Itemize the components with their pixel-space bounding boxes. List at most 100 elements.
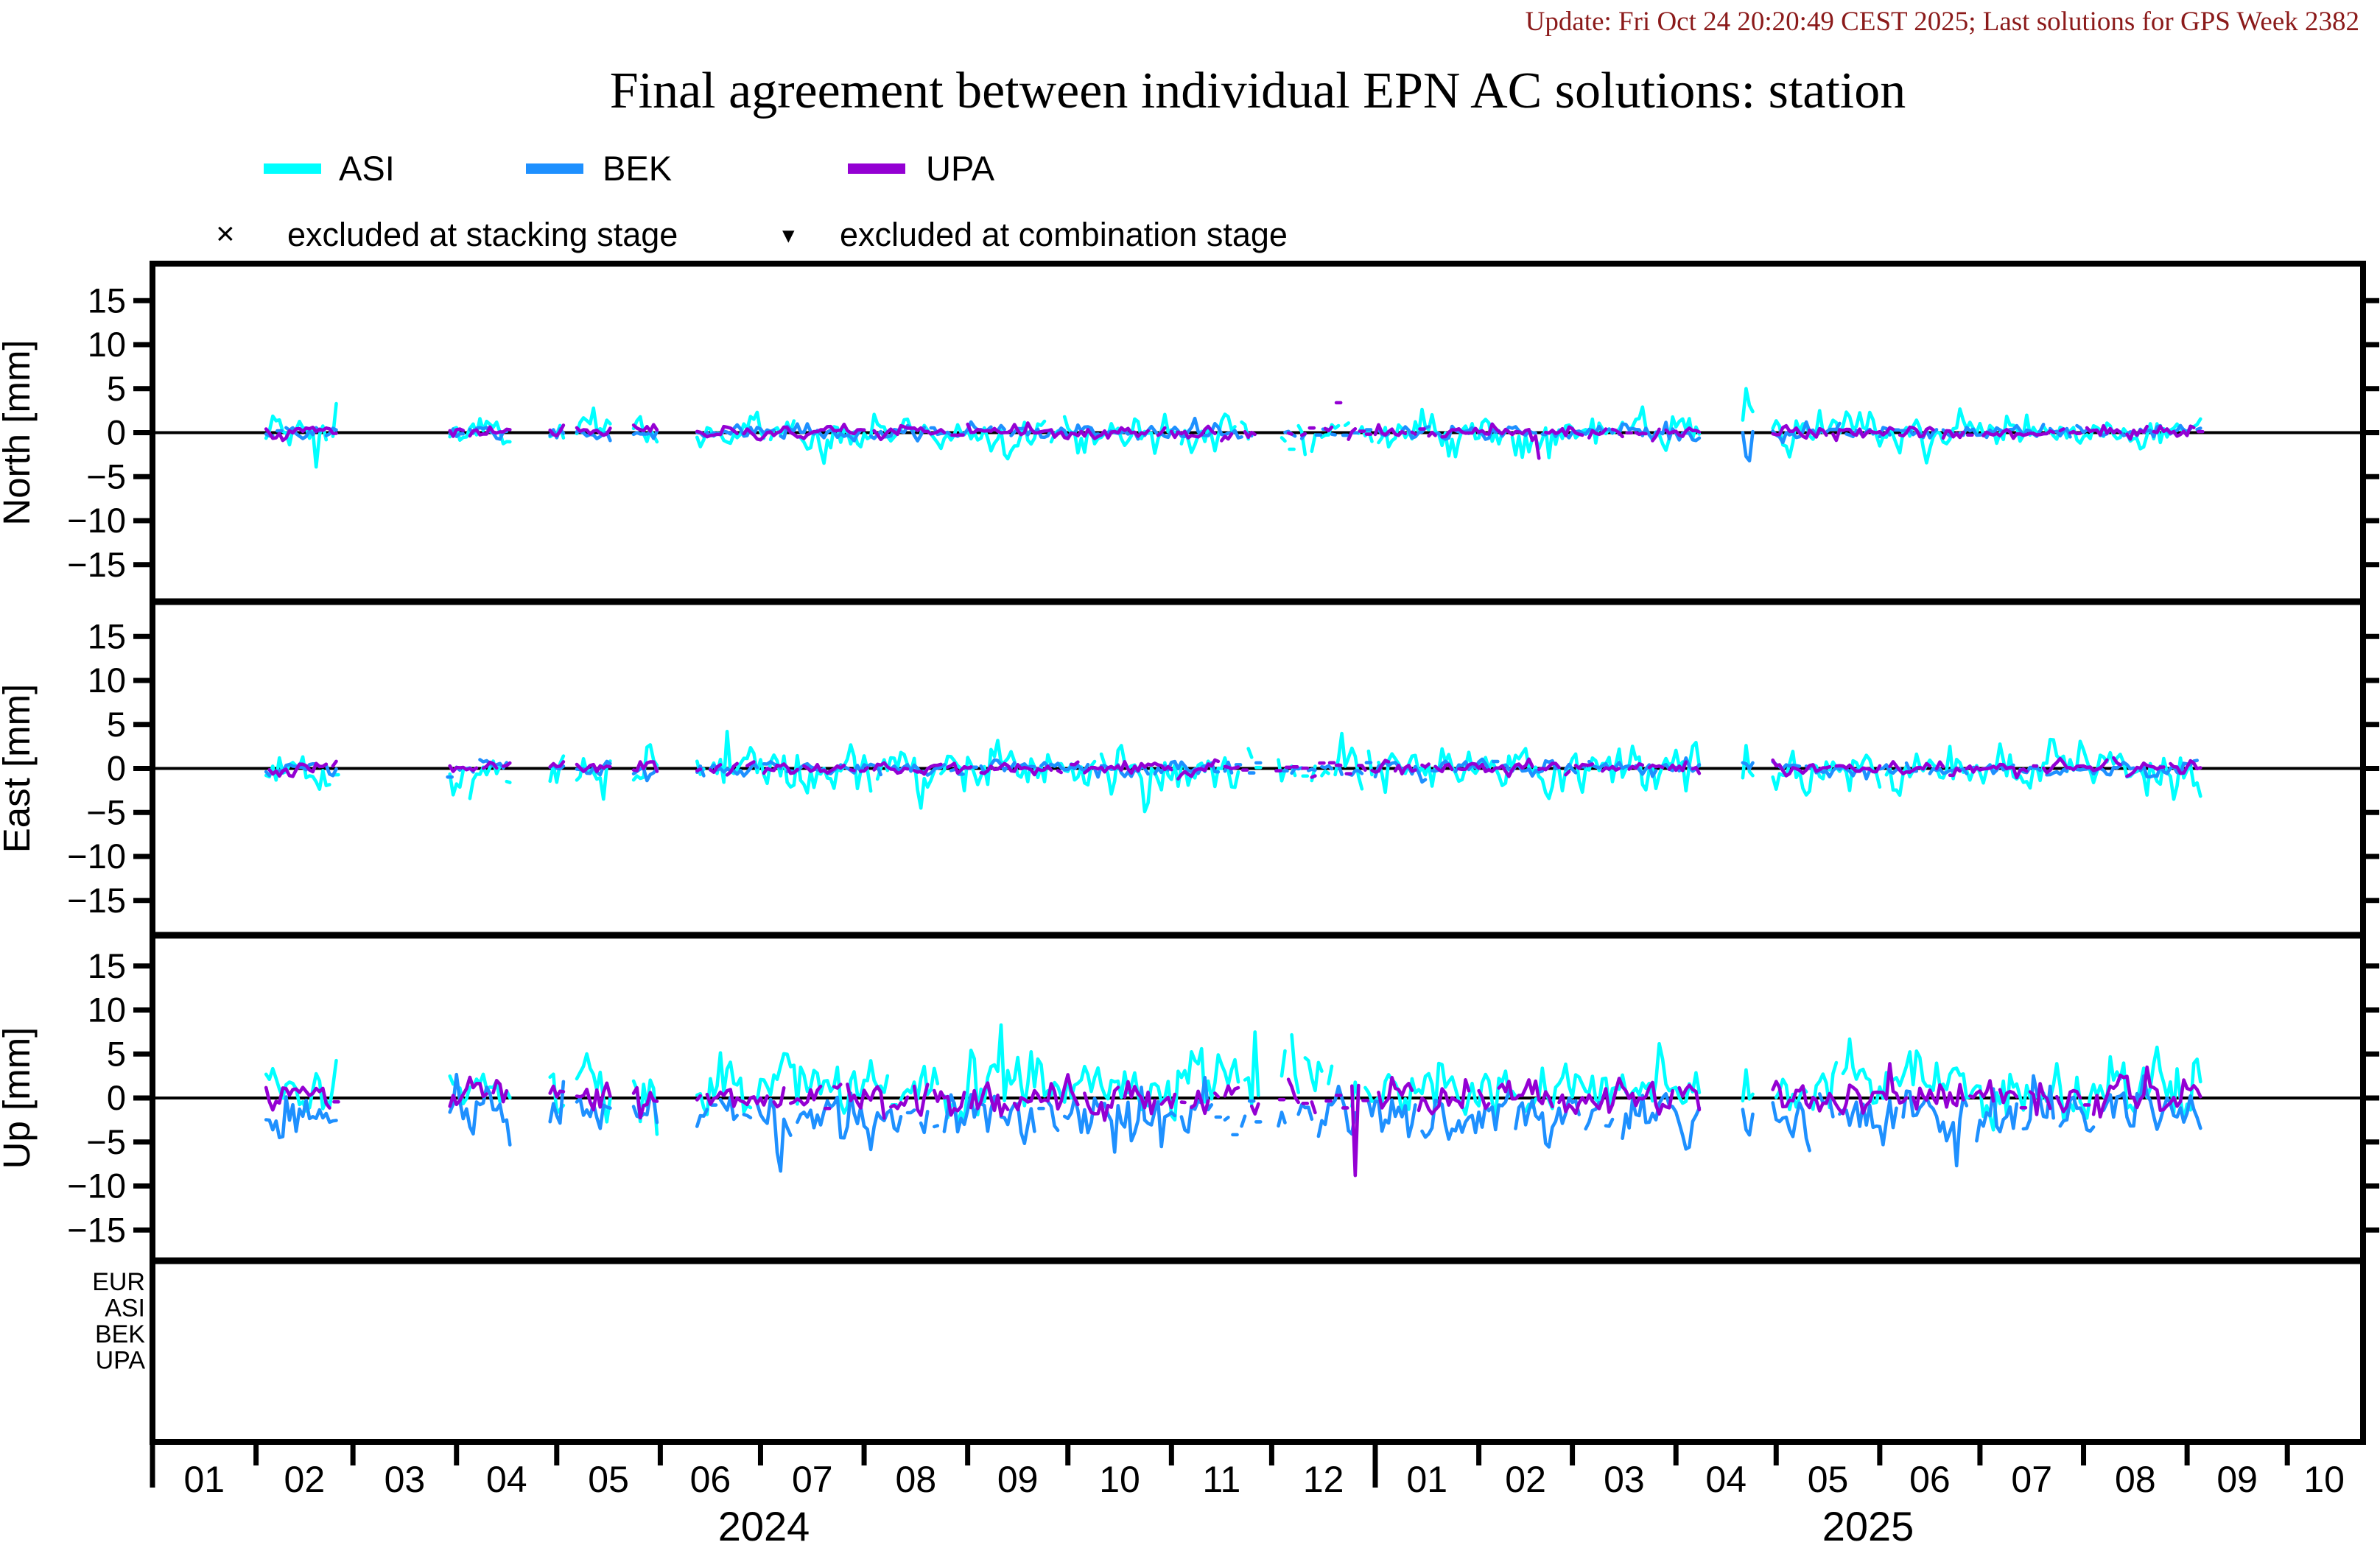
series-line-BEK xyxy=(1366,1098,1417,1138)
excluded-stacking-label: excluded at stacking stage xyxy=(287,216,678,253)
series-line-ASI xyxy=(1771,749,1882,797)
series-line-UPA xyxy=(695,767,703,772)
series-line-BEK xyxy=(718,1095,740,1122)
series-line-UPA xyxy=(1056,769,1063,775)
series-line-ASI xyxy=(1277,758,1287,783)
series-line-UPA xyxy=(1934,760,1945,771)
series-line-UPA xyxy=(575,762,612,773)
series-line-UPA xyxy=(1677,1083,1702,1112)
series-line-BEK xyxy=(448,427,466,438)
series-line-ASI xyxy=(1243,1030,1260,1106)
series-line-UPA xyxy=(1427,430,1437,438)
series-line-UPA xyxy=(1323,425,1334,433)
series-line-UPA xyxy=(966,421,1150,440)
y-tick-label: 10 xyxy=(88,990,126,1030)
series-line-UPA xyxy=(802,763,846,775)
series-line-UPA xyxy=(832,1083,843,1090)
series-line-UPA xyxy=(481,760,499,770)
series-line-ASI xyxy=(1320,769,1330,778)
series-line-ASI xyxy=(1327,1064,1334,1085)
series-line-ASI xyxy=(631,743,659,782)
series-line-UPA xyxy=(2152,424,2196,438)
series-line-UPA xyxy=(264,1085,331,1112)
month-label: 10 xyxy=(2303,1459,2345,1500)
series-line-ASI xyxy=(1523,1042,1702,1113)
series-line-ASI xyxy=(264,414,329,469)
series-line-BEK xyxy=(796,1091,903,1152)
series-line-ASI xyxy=(1741,387,1755,422)
series-line-BEK xyxy=(1046,1099,1060,1133)
series-line-ASI xyxy=(1627,405,1702,452)
series-line-BEK xyxy=(933,1124,940,1129)
series-line-BEK xyxy=(779,422,866,443)
series-line-UPA xyxy=(705,1088,769,1108)
series-line-UPA xyxy=(264,425,338,443)
series-line-BEK xyxy=(1430,759,1451,773)
series-line-ASI xyxy=(942,1023,1240,1126)
series-line-BEK xyxy=(1277,1111,1287,1128)
series-line-UPA xyxy=(1213,1091,1221,1099)
series-line-UPA xyxy=(1911,1083,1965,1111)
series-line-BEK xyxy=(2018,765,2042,775)
series-line-UPA xyxy=(762,762,799,775)
series-line-UPA xyxy=(2091,1065,2202,1119)
series-line-UPA xyxy=(548,760,566,769)
series-line-UPA xyxy=(1664,426,1702,438)
series-line-UPA xyxy=(1417,1078,1471,1116)
series-line-BEK xyxy=(755,1097,793,1173)
series-line-UPA xyxy=(1587,427,1608,440)
series-line-UPA xyxy=(1564,770,1571,777)
y-tick-label: −5 xyxy=(86,792,126,831)
series-line-BEK xyxy=(1290,766,1304,775)
series-line-UPA xyxy=(1176,758,1221,781)
month-label: 06 xyxy=(1909,1459,1951,1500)
month-label: 04 xyxy=(486,1459,527,1500)
y-tick-label: 15 xyxy=(88,281,126,320)
series-line-UPA xyxy=(789,1084,823,1107)
series-line-UPA xyxy=(2028,1082,2052,1116)
series-line-UPA xyxy=(912,762,943,776)
series-line-UPA xyxy=(1083,1085,1120,1122)
series-line-UPA xyxy=(1667,760,1688,772)
axis-title-up: Up [mm] xyxy=(0,1027,38,1169)
series-line-BEK xyxy=(1741,1108,1755,1137)
legend-label-asi: ASI xyxy=(339,149,395,188)
series-line-BEK xyxy=(742,1113,753,1119)
legend-label-upa: UPA xyxy=(926,149,995,188)
series-line-BEK xyxy=(919,1110,930,1135)
series-line-UPA xyxy=(1948,767,1962,778)
series-line-UPA xyxy=(1457,757,1534,778)
series-line-UPA xyxy=(2125,424,2149,441)
series-line-UPA xyxy=(1286,431,1293,436)
month-label: 12 xyxy=(1303,1459,1344,1500)
series-line-UPA xyxy=(1998,1088,2019,1105)
series-line-BEK xyxy=(1316,1084,1358,1138)
series-line-BEK xyxy=(1878,763,1902,775)
strip-label-upa: UPA xyxy=(96,1347,146,1375)
month-label: 03 xyxy=(1604,1459,1645,1500)
series-line-BEK xyxy=(1825,421,1842,434)
series-line-ASI xyxy=(1303,1056,1324,1093)
month-label: 09 xyxy=(2216,1459,2258,1500)
series-line-ASI xyxy=(1884,737,2202,801)
series-line-BEK xyxy=(905,1108,916,1115)
y-tick-label: 10 xyxy=(88,661,126,700)
series-line-UPA xyxy=(1647,763,1665,770)
series-line-ASI xyxy=(1099,744,1240,814)
month-label: 02 xyxy=(284,1459,326,1500)
series-line-UPA xyxy=(1420,762,1431,769)
series-line-ASI xyxy=(505,779,512,784)
series-line-UPA xyxy=(1299,432,1307,437)
legend-label-bek: BEK xyxy=(603,149,673,188)
axis-title-east: East [mm] xyxy=(0,684,38,854)
month-label: 04 xyxy=(1705,1459,1747,1500)
series-line-UPA xyxy=(448,764,479,773)
axis-title-north: North [mm] xyxy=(0,339,38,525)
series-line-BEK xyxy=(1062,1085,1177,1154)
asi-line-swatch-icon xyxy=(264,163,321,174)
month-label: 06 xyxy=(690,1459,731,1500)
series-line-BEK xyxy=(548,1080,566,1125)
series-line-ASI xyxy=(875,750,936,810)
series-line-UPA xyxy=(1012,1073,1080,1112)
series-line-UPA xyxy=(1831,426,1895,443)
